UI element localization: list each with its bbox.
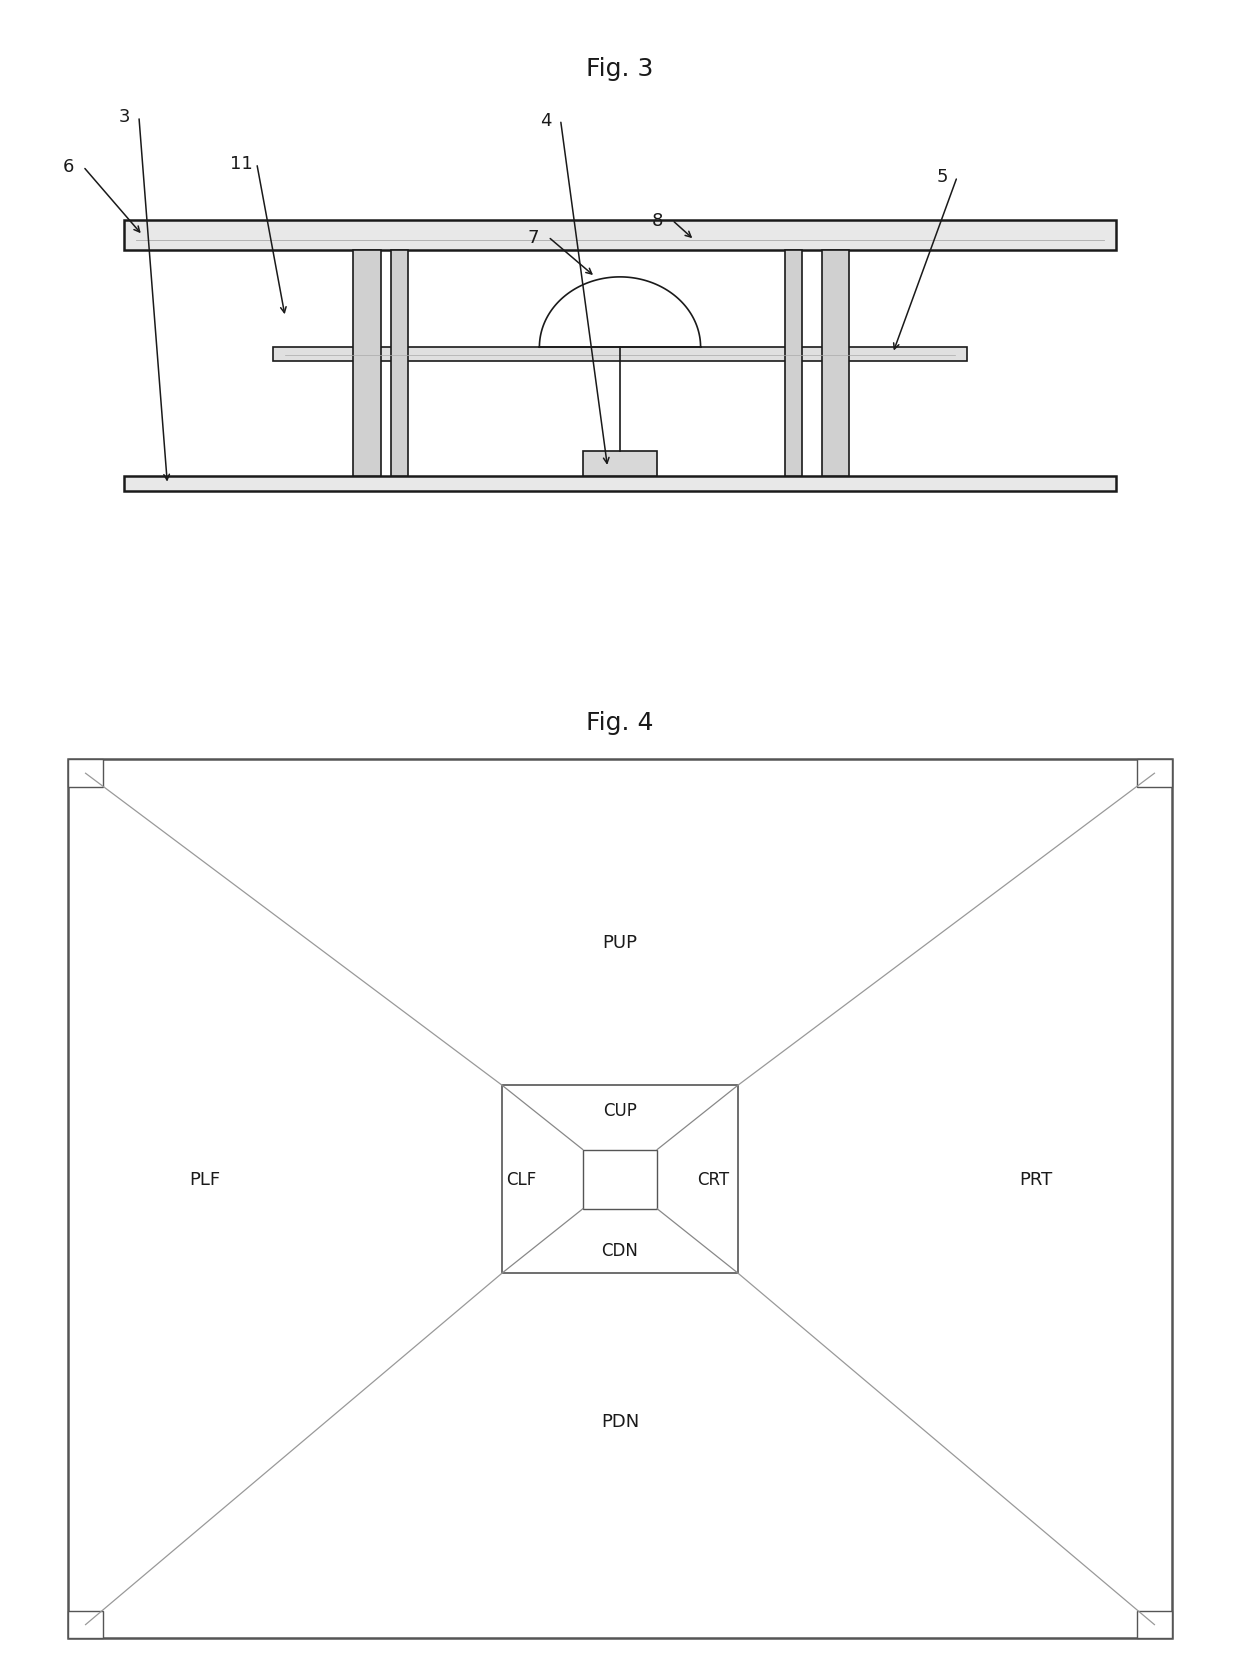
Bar	[1137, 1611, 1172, 1638]
Bar	[68, 760, 103, 788]
Text: CUP: CUP	[603, 1101, 637, 1119]
Text: 6: 6	[62, 159, 74, 176]
Bar	[68, 760, 1172, 1638]
Bar	[583, 452, 657, 477]
Text: PDN: PDN	[601, 1412, 639, 1430]
Bar	[124, 477, 1116, 492]
Text: Fig. 4: Fig. 4	[587, 711, 653, 734]
Text: CDN: CDN	[601, 1241, 639, 1260]
Text: 4: 4	[539, 112, 552, 129]
Text: 11: 11	[231, 156, 253, 172]
Bar	[1137, 760, 1172, 788]
Text: PLF: PLF	[188, 1171, 221, 1188]
Text: CLF: CLF	[506, 1171, 536, 1188]
Bar	[68, 1611, 103, 1638]
Text: 5: 5	[936, 169, 949, 186]
Bar	[124, 221, 1116, 251]
Bar	[391, 251, 408, 477]
Bar	[273, 348, 967, 361]
Text: 7: 7	[527, 229, 539, 246]
Bar	[822, 251, 849, 477]
Text: CRT: CRT	[697, 1171, 729, 1188]
Bar	[502, 1086, 738, 1273]
Text: 8: 8	[651, 212, 663, 229]
Bar	[785, 251, 802, 477]
Text: PUP: PUP	[603, 934, 637, 952]
Bar	[353, 251, 381, 477]
Text: PRT: PRT	[1019, 1171, 1052, 1188]
Text: 3: 3	[118, 109, 130, 125]
Text: Fig. 3: Fig. 3	[587, 57, 653, 80]
Bar	[583, 1149, 657, 1210]
